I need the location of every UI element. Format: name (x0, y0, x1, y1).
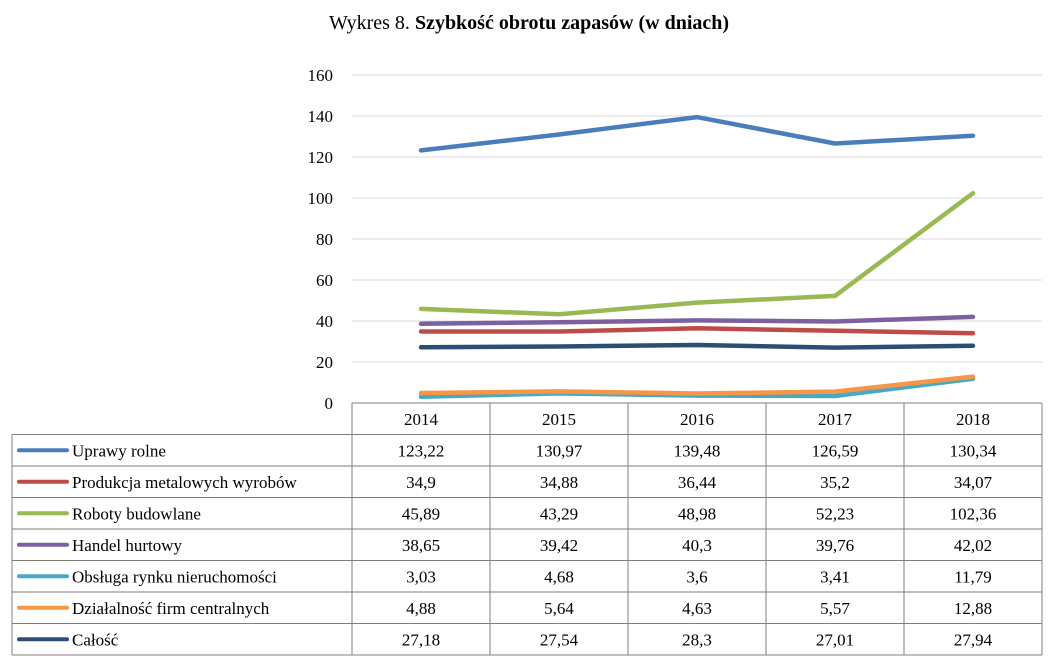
table-cell: 4,88 (406, 599, 436, 618)
table-cell: 48,98 (678, 504, 716, 523)
y-tick-label: 120 (308, 148, 334, 167)
x-tick-label: 2014 (404, 410, 439, 429)
table-cell: 34,9 (406, 473, 436, 492)
legend-label: Całość (72, 630, 119, 649)
table-cell: 27,94 (954, 630, 993, 649)
table-cell: 45,89 (402, 504, 440, 523)
y-tick-label: 140 (308, 107, 334, 126)
table-cell: 130,34 (950, 441, 997, 460)
y-tick-label: 80 (316, 230, 333, 249)
table-cell: 4,68 (544, 567, 574, 586)
table-cell: 3,03 (406, 567, 436, 586)
series-line (418, 314, 976, 327)
x-tick-label: 2016 (680, 410, 714, 429)
series-line (418, 342, 976, 350)
table-cell: 39,76 (816, 536, 854, 555)
series-line (418, 326, 976, 336)
table-cell: 34,88 (540, 473, 578, 492)
table-cell: 139,48 (674, 441, 721, 460)
y-tick-label: 0 (325, 394, 334, 413)
table-cell: 5,57 (820, 599, 850, 618)
table-cell: 34,07 (954, 473, 993, 492)
x-tick-label: 2018 (956, 410, 990, 429)
y-tick-label: 160 (308, 66, 334, 85)
table-cell: 39,42 (540, 536, 578, 555)
legend-label: Roboty budowlane (72, 504, 201, 523)
series-line (418, 374, 976, 396)
table-cell: 102,36 (950, 504, 997, 523)
y-tick-label: 20 (316, 353, 333, 372)
table-cell: 27,54 (540, 630, 579, 649)
x-tick-label: 2017 (818, 410, 853, 429)
table-cell: 36,44 (678, 473, 717, 492)
table-cell: 3,6 (686, 567, 707, 586)
table-cell: 43,29 (540, 504, 578, 523)
table-cell: 27,01 (816, 630, 854, 649)
y-axis-ticks: 0 20 40 60 80 100 120 140 160 (308, 66, 334, 413)
series-lines (418, 114, 976, 400)
table-cell: 11,79 (954, 567, 992, 586)
legend-label: Produkcja metalowych wyrobów (72, 473, 297, 492)
table-cell: 126,59 (812, 441, 859, 460)
table-cell: 42,02 (954, 536, 992, 555)
series-line (418, 114, 976, 153)
table-cell: 12,88 (954, 599, 992, 618)
chart-title-main: Szybkość obrotu zapasów (w dniach) (414, 12, 730, 34)
legend-label: Obsługa rynku nieruchomości (72, 567, 277, 586)
data-table: 2014 2015 2016 2017 2018 Uprawy rolne 123,22 13… (11, 402, 1043, 656)
table-cell: 38,65 (402, 536, 440, 555)
table-cell: 52,23 (816, 504, 854, 523)
table-cell: 27,18 (402, 630, 440, 649)
series-line (418, 190, 976, 317)
table-cell: 28,3 (682, 630, 712, 649)
table-cell: 130,97 (536, 441, 583, 460)
table-cell: 40,3 (682, 536, 712, 555)
table-cell: 5,64 (544, 599, 574, 618)
chart-title: Wykres 8. Szybkość obrotu zapasów (w dni… (0, 12, 1058, 35)
legend-label: Uprawy rolne (72, 441, 166, 460)
table-cell: 123,22 (398, 441, 445, 460)
table-cell: 35,2 (820, 473, 850, 492)
y-tick-label: 60 (316, 271, 333, 290)
legend-label: Działalność firm centralnych (72, 599, 270, 618)
table-cell: 3,41 (820, 567, 850, 586)
x-tick-label: 2015 (542, 410, 576, 429)
table-cell: 4,63 (682, 599, 712, 618)
chart-title-prefix: Wykres 8. (328, 12, 410, 34)
legend-label: Handel hurtowy (72, 536, 183, 555)
y-tick-label: 40 (316, 312, 333, 331)
y-tick-label: 100 (308, 189, 334, 208)
